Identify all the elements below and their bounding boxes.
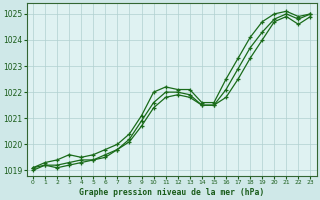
X-axis label: Graphe pression niveau de la mer (hPa): Graphe pression niveau de la mer (hPa) xyxy=(79,188,264,197)
